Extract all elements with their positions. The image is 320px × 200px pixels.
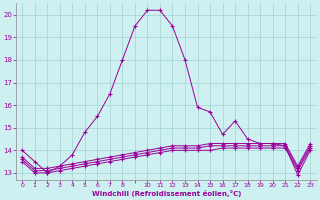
X-axis label: Windchill (Refroidissement éolien,°C): Windchill (Refroidissement éolien,°C) <box>92 190 241 197</box>
